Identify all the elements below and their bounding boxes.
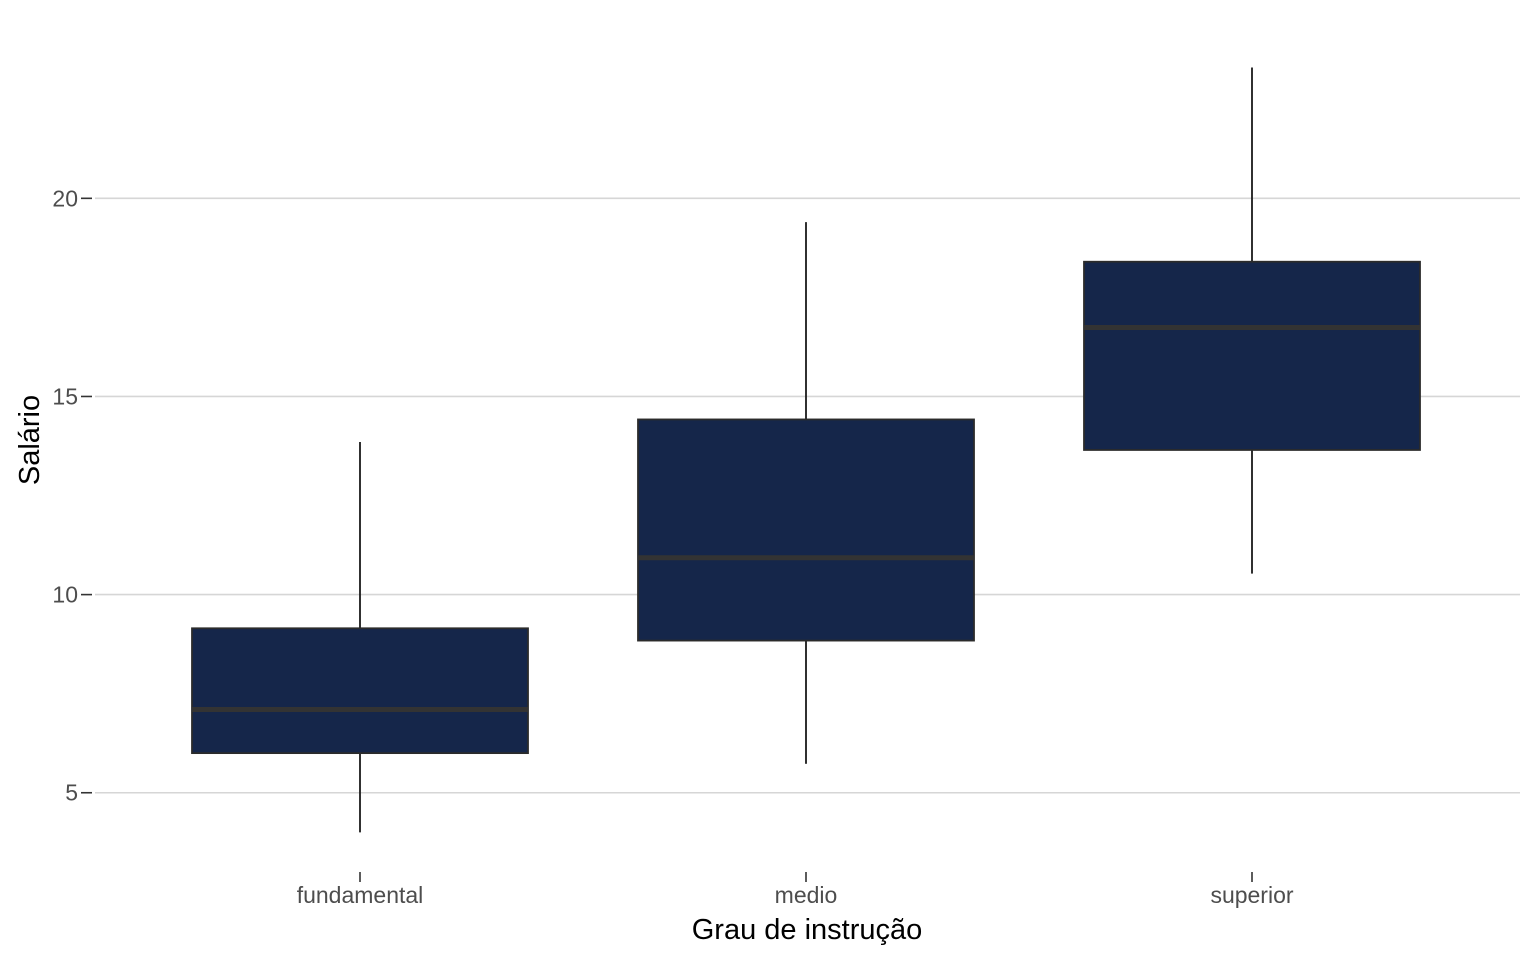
iqr-box xyxy=(637,418,975,642)
box-medio xyxy=(637,222,975,764)
iqr-box xyxy=(191,627,529,755)
iqr-box xyxy=(1083,260,1421,451)
y-tick-label-5: 5 xyxy=(65,780,78,806)
grid-lines xyxy=(95,197,1520,794)
box-fundamental xyxy=(191,442,529,833)
y-axis: 5 10 15 20 xyxy=(52,185,92,806)
y-tick-label-15: 15 xyxy=(52,383,78,409)
box-superior xyxy=(1083,67,1421,574)
x-tick-label-superior: superior xyxy=(1210,882,1293,908)
box-series xyxy=(191,67,1421,833)
y-tick-label-20: 20 xyxy=(52,185,78,211)
x-tick-label-fundamental: fundamental xyxy=(297,882,424,908)
y-axis-title: Salário xyxy=(14,395,46,485)
x-tick-label-medio: medio xyxy=(775,882,838,908)
y-tick-label-10: 10 xyxy=(52,582,78,608)
x-axis: fundamental medio superior xyxy=(297,872,1294,908)
x-axis-title: Grau de instrução xyxy=(692,914,923,946)
